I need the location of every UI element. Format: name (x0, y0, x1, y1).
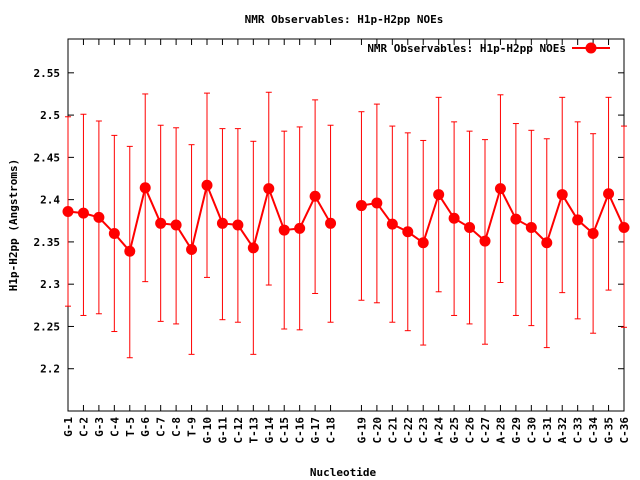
data-point (216, 217, 228, 229)
data-point (510, 213, 522, 225)
data-point (494, 183, 506, 195)
data-point (556, 189, 568, 201)
data-point (309, 190, 321, 202)
y-tick-label: 2.45 (34, 151, 61, 164)
y-tick-label: 2.2 (40, 363, 60, 376)
data-point (108, 227, 120, 239)
x-tick-label: C-4 (108, 417, 121, 437)
x-axis: G-1 C-2 G-3 C-4 T-5 G-6 C-7 C-8 T-9 G-10 G-11 C-12 T… (62, 39, 631, 444)
y-tick-label: 2.55 (34, 67, 61, 80)
data-point (77, 207, 89, 219)
x-tick-label: C-33 (572, 417, 585, 444)
x-tick-label: G-14 (263, 417, 276, 444)
x-tick-label: C-20 (371, 417, 384, 444)
data-point (433, 189, 445, 201)
data-point (572, 214, 584, 226)
plot-frame (67, 38, 625, 412)
x-tick-label: G-6 (139, 417, 152, 437)
x-tick-label: G-19 (355, 417, 368, 444)
legend-marker (585, 42, 597, 54)
x-tick-label: G-25 (448, 417, 461, 444)
x-tick-label: C-27 (479, 417, 492, 444)
y-axis: 2.2 2.25 2.3 2.35 2.4 2.45 2.5 2.55 (34, 67, 624, 376)
x-tick-label: A-28 (494, 417, 507, 444)
x-tick-label: C-12 (232, 417, 245, 444)
data-point (201, 179, 213, 191)
x-tick-label: C-18 (325, 417, 338, 444)
x-tick-label: G-3 (93, 417, 106, 437)
data-point (448, 212, 460, 224)
y-tick-label: 2.25 (34, 320, 61, 333)
x-tick-label: G-17 (309, 417, 322, 444)
x-tick-label: C-16 (294, 417, 307, 444)
data-point (417, 237, 429, 249)
x-tick-label: T-5 (124, 417, 137, 437)
x-tick-label: A-24 (433, 417, 446, 444)
data-point (541, 237, 553, 249)
data-point (155, 217, 167, 229)
x-tick-label: C-34 (587, 417, 600, 444)
data-point (247, 242, 259, 254)
data-point (186, 244, 198, 256)
data-point (603, 188, 615, 200)
data-point (325, 217, 337, 229)
data-point (294, 222, 306, 234)
data-point (386, 218, 398, 230)
x-tick-label: C-2 (77, 417, 90, 437)
data-point (464, 222, 476, 234)
y-tick-label: 2.35 (34, 236, 61, 249)
x-tick-label: C-23 (417, 417, 430, 444)
data-point (62, 205, 74, 217)
legend: NMR Observables: H1p-H2pp NOEs (367, 42, 610, 55)
x-tick-label: C-26 (464, 417, 477, 444)
series-layer (62, 91, 630, 359)
legend-label: NMR Observables: H1p-H2pp NOEs (367, 42, 566, 55)
data-point (278, 224, 290, 236)
series-line (67, 182, 332, 254)
x-tick-label: C-15 (278, 417, 291, 444)
x-tick-label: C-8 (170, 417, 183, 437)
y-tick-label: 2.4 (40, 194, 60, 207)
data-point (618, 222, 630, 234)
data-point (139, 182, 151, 194)
data-point (263, 183, 275, 195)
data-point (479, 235, 491, 247)
x-tick-label: G-29 (510, 417, 523, 444)
y-tick-label: 2.5 (40, 109, 60, 122)
data-point (525, 222, 537, 234)
x-axis-label: Nucleotide (310, 466, 377, 479)
series-line (361, 185, 625, 245)
data-point (124, 245, 136, 257)
data-point (371, 197, 383, 209)
x-tick-label: T-13 (247, 417, 260, 444)
x-tick-label: G-10 (201, 417, 214, 444)
y-axis-label: H1p-H2pp (Angstroms) (7, 159, 20, 291)
data-point (402, 226, 414, 238)
x-tick-label: T-9 (186, 417, 199, 437)
data-point (587, 227, 599, 239)
x-tick-label: C-36 (618, 417, 631, 444)
x-tick-label: G-11 (216, 417, 229, 444)
data-point (170, 219, 182, 231)
data-point (93, 211, 105, 223)
plot-area (67, 38, 625, 412)
chart-title: NMR Observables: H1p-H2pp NOEs (245, 13, 444, 26)
x-tick-label: A-32 (556, 417, 569, 444)
y-tick-label: 2.3 (40, 278, 60, 291)
data-point (355, 200, 367, 212)
x-tick-label: G-35 (603, 417, 616, 444)
data-point (232, 219, 244, 231)
x-tick-label: C-31 (541, 417, 554, 444)
x-tick-label: C-22 (402, 417, 415, 444)
x-tick-label: C-21 (386, 417, 399, 444)
x-tick-label: C-30 (525, 417, 538, 444)
x-tick-label: C-7 (155, 417, 168, 437)
x-tick-label: G-1 (62, 417, 75, 437)
